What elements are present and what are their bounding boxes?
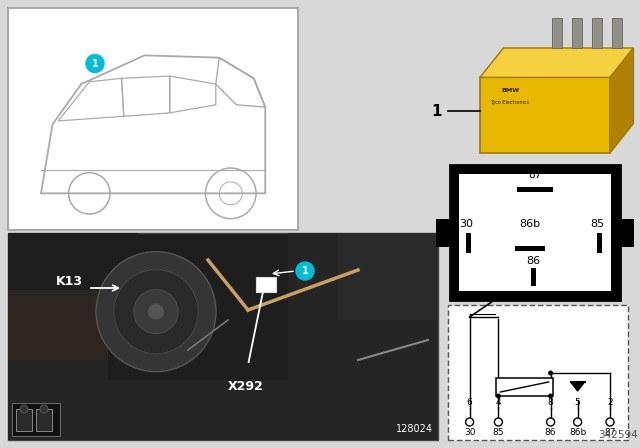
Bar xyxy=(448,305,628,440)
Text: 86: 86 xyxy=(526,256,540,266)
Circle shape xyxy=(466,418,474,426)
Text: 2: 2 xyxy=(607,398,613,407)
Bar xyxy=(480,78,610,153)
Bar xyxy=(8,360,438,440)
Bar xyxy=(16,409,32,431)
Bar xyxy=(466,233,471,253)
Bar xyxy=(611,18,621,48)
Text: 30: 30 xyxy=(459,219,473,229)
Bar xyxy=(436,219,450,247)
Circle shape xyxy=(496,393,501,399)
Text: 30: 30 xyxy=(464,428,476,437)
Text: Tyco Electronics: Tyco Electronics xyxy=(490,100,529,105)
Bar xyxy=(597,233,602,253)
Circle shape xyxy=(20,405,28,413)
Bar xyxy=(8,233,138,290)
Text: 87: 87 xyxy=(604,428,616,437)
Text: 1: 1 xyxy=(301,266,308,276)
Bar xyxy=(8,233,438,440)
Circle shape xyxy=(96,252,216,372)
Bar xyxy=(470,33,625,163)
Text: X292: X292 xyxy=(228,380,264,393)
Bar xyxy=(572,18,582,48)
Bar xyxy=(288,233,438,360)
Circle shape xyxy=(134,290,178,334)
Bar xyxy=(8,8,298,230)
Circle shape xyxy=(114,270,198,353)
Text: 86: 86 xyxy=(545,428,556,437)
Text: 5: 5 xyxy=(575,398,580,407)
Bar xyxy=(531,268,536,286)
Bar xyxy=(12,403,60,436)
Circle shape xyxy=(548,370,553,375)
Polygon shape xyxy=(480,48,634,78)
Circle shape xyxy=(148,304,164,320)
Circle shape xyxy=(40,405,48,413)
Text: 87: 87 xyxy=(528,170,541,180)
Text: 86b: 86b xyxy=(569,428,586,437)
Circle shape xyxy=(86,55,104,73)
Polygon shape xyxy=(571,382,584,391)
Circle shape xyxy=(494,418,502,426)
Text: 128024: 128024 xyxy=(396,424,433,434)
Bar xyxy=(36,409,52,431)
Circle shape xyxy=(547,418,555,426)
Text: 85: 85 xyxy=(493,428,504,437)
Bar xyxy=(517,187,553,192)
Bar xyxy=(256,277,276,292)
Bar xyxy=(450,165,620,300)
Bar xyxy=(620,219,634,247)
Bar xyxy=(515,246,545,251)
Polygon shape xyxy=(610,48,634,153)
Circle shape xyxy=(573,418,582,426)
Bar xyxy=(497,378,552,396)
Text: 6: 6 xyxy=(467,398,472,407)
Text: 85: 85 xyxy=(590,219,604,229)
Bar xyxy=(338,233,438,320)
Bar xyxy=(108,235,288,380)
Text: K13: K13 xyxy=(56,275,83,288)
Circle shape xyxy=(296,262,314,280)
Text: 86b: 86b xyxy=(520,219,541,229)
Text: 1: 1 xyxy=(431,103,442,119)
Text: 8: 8 xyxy=(548,398,554,407)
Text: 4: 4 xyxy=(495,398,501,407)
Bar xyxy=(459,174,611,291)
Bar xyxy=(8,233,128,360)
Bar xyxy=(591,18,602,48)
Circle shape xyxy=(606,418,614,426)
Text: 1: 1 xyxy=(92,59,99,69)
Circle shape xyxy=(548,393,553,399)
Bar xyxy=(552,18,561,48)
Text: 342594: 342594 xyxy=(598,430,638,440)
Text: BMW: BMW xyxy=(501,88,519,93)
